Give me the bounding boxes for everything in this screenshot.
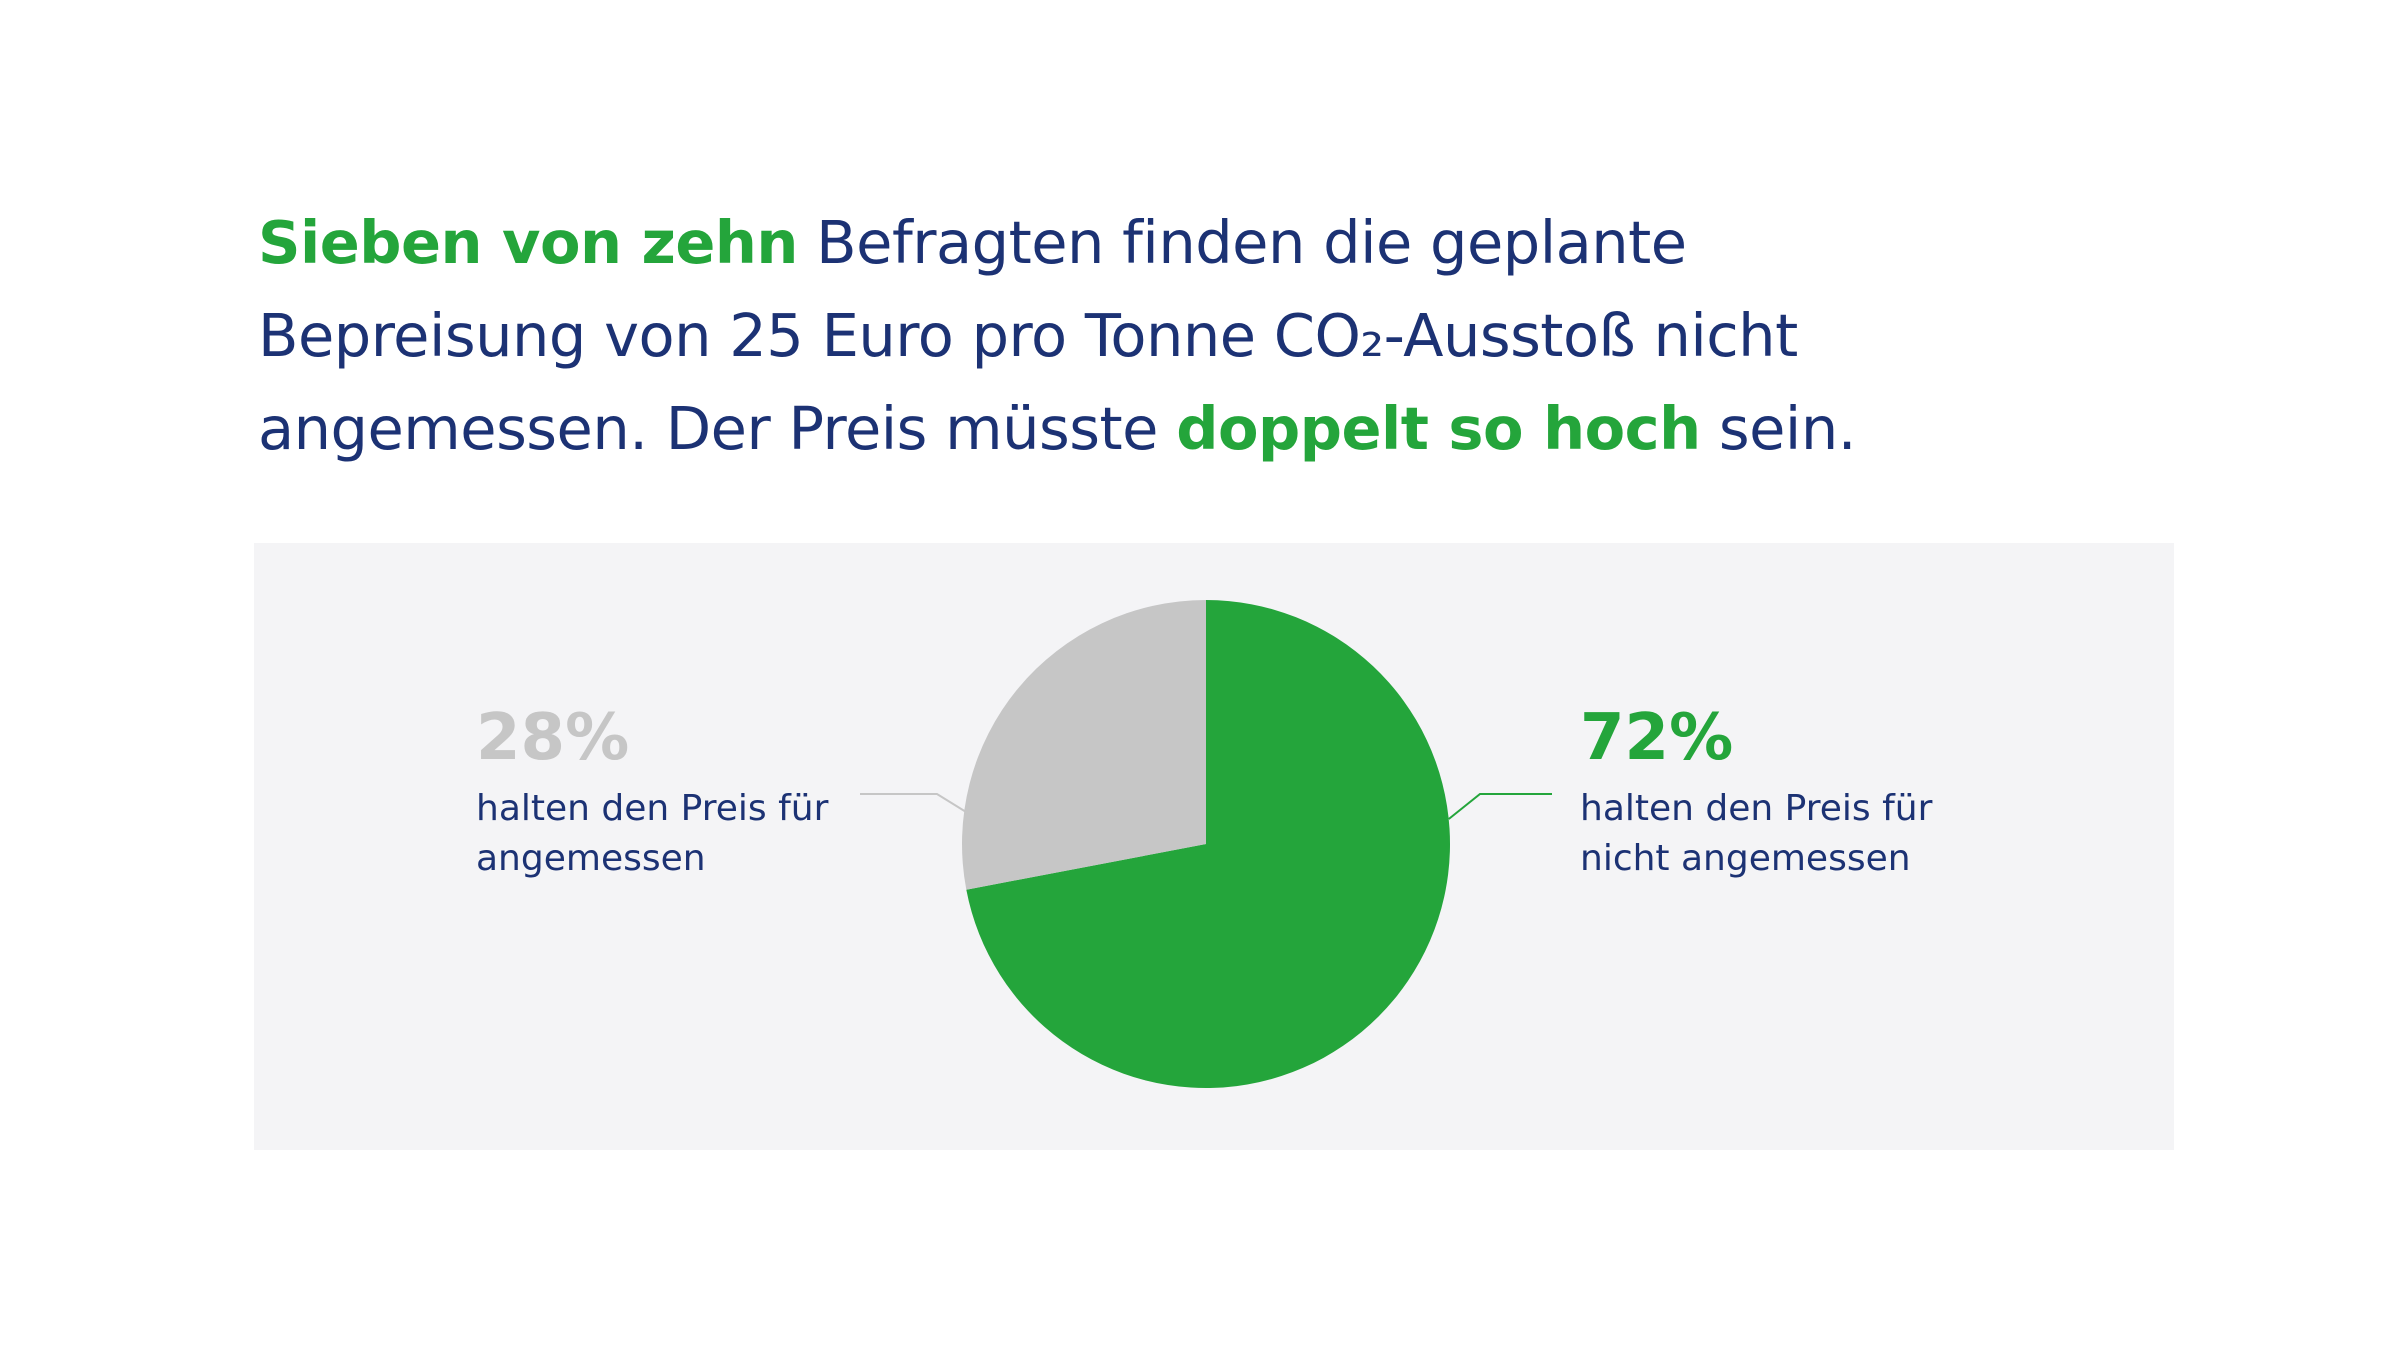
headline-highlight-2: doppelt so hoch bbox=[1176, 394, 1701, 463]
chart-panel: 28% halten den Preis für angemessen 72% … bbox=[254, 543, 2174, 1150]
slice-label-text-agree: halten den Preis für angemessen bbox=[476, 784, 828, 884]
slice-label-agree-line2: angemessen bbox=[476, 838, 706, 879]
slice-label-disagree-line1: halten den Preis für bbox=[1580, 788, 1933, 829]
leader-line-not-adequate bbox=[1448, 793, 1552, 820]
slice-label-value-agree: 28% bbox=[476, 701, 630, 775]
pie-slice-not-adequate bbox=[966, 600, 1450, 1088]
slice-label-agree-line1: halten den Preis für bbox=[476, 788, 829, 829]
headline-text-3: angemessen. Der Preis müsste bbox=[258, 394, 1177, 463]
pie-slice-adequate bbox=[962, 600, 1206, 890]
headline-highlight-1: Sieben von zehn bbox=[258, 208, 798, 277]
headline-text-1: Befragten finden die geplante bbox=[797, 208, 1687, 277]
leader-line-adequate bbox=[860, 793, 970, 815]
headline: Sieben von zehn Befragten finden die gep… bbox=[258, 196, 2258, 475]
slice-label-value-disagree: 72% bbox=[1580, 701, 1734, 775]
headline-text-2: Bepreisung von 25 Euro pro Tonne CO₂-Aus… bbox=[258, 301, 1798, 370]
pie-chart bbox=[860, 600, 1552, 1088]
slice-label-disagree-line2: nicht angemessen bbox=[1580, 838, 1911, 879]
headline-text-4: sein. bbox=[1700, 394, 1857, 463]
slice-label-text-disagree: halten den Preis für nicht angemessen bbox=[1580, 784, 1932, 884]
